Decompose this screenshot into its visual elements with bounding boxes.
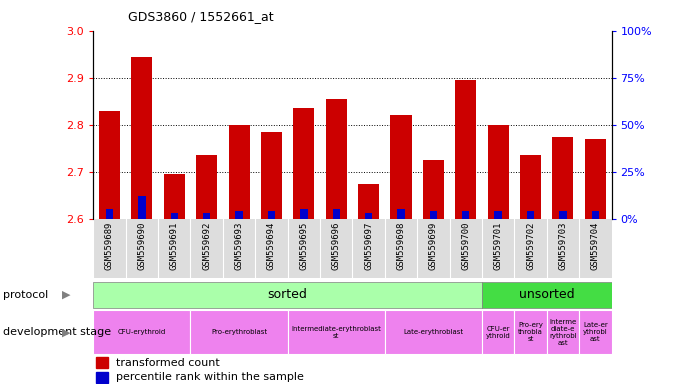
Text: Pro-erythroblast: Pro-erythroblast <box>211 329 267 335</box>
Text: Intermediate-erythroblast
st: Intermediate-erythroblast st <box>292 326 381 339</box>
Bar <box>482 310 514 354</box>
Bar <box>547 310 579 354</box>
Bar <box>96 372 108 382</box>
Bar <box>96 357 108 368</box>
Bar <box>385 310 482 354</box>
Text: Pro-ery
throbla
st: Pro-ery throbla st <box>518 322 543 342</box>
Text: GSM559702: GSM559702 <box>526 222 535 270</box>
Text: GSM559693: GSM559693 <box>234 222 243 270</box>
Bar <box>430 211 437 219</box>
Text: percentile rank within the sample: percentile rank within the sample <box>116 372 304 382</box>
Text: protocol: protocol <box>3 290 48 300</box>
Bar <box>106 210 113 219</box>
Text: transformed count: transformed count <box>116 358 220 368</box>
Text: Interme
diate-e
rythrobl
ast: Interme diate-e rythrobl ast <box>549 319 577 346</box>
Bar <box>229 125 249 219</box>
Bar <box>527 211 534 219</box>
Bar <box>514 310 547 354</box>
Text: GSM559690: GSM559690 <box>138 222 146 270</box>
Text: GSM559695: GSM559695 <box>299 222 308 270</box>
Text: GSM559696: GSM559696 <box>332 222 341 270</box>
Text: GSM559700: GSM559700 <box>462 222 471 270</box>
Text: Late-er
ythrobl
ast: Late-er ythrobl ast <box>583 322 607 342</box>
Bar <box>203 213 210 219</box>
Bar <box>99 111 120 219</box>
Text: development stage: development stage <box>3 327 111 337</box>
Bar <box>559 211 567 219</box>
Bar <box>397 210 405 219</box>
Bar <box>358 184 379 219</box>
Bar <box>462 211 469 219</box>
Text: GSM559697: GSM559697 <box>364 222 373 270</box>
Bar <box>93 282 482 308</box>
Bar <box>293 108 314 219</box>
Bar <box>171 213 178 219</box>
Bar <box>196 156 217 219</box>
Text: GSM559699: GSM559699 <box>429 222 438 270</box>
Text: GSM559698: GSM559698 <box>397 222 406 270</box>
Bar <box>423 160 444 219</box>
Bar <box>455 80 476 219</box>
Bar <box>591 211 599 219</box>
Bar <box>261 132 282 219</box>
Bar <box>585 139 606 219</box>
Text: unsorted: unsorted <box>519 288 574 301</box>
Bar <box>287 310 385 354</box>
Bar <box>495 211 502 219</box>
Bar <box>390 116 412 219</box>
Bar <box>552 137 574 219</box>
Text: sorted: sorted <box>267 288 307 301</box>
Bar <box>138 196 146 219</box>
Bar <box>93 310 191 354</box>
Text: GSM559701: GSM559701 <box>493 222 502 270</box>
Bar <box>131 56 153 219</box>
Text: GSM559691: GSM559691 <box>170 222 179 270</box>
Text: GSM559694: GSM559694 <box>267 222 276 270</box>
Text: Late-erythroblast: Late-erythroblast <box>404 329 464 335</box>
Bar <box>332 210 340 219</box>
Text: GSM559692: GSM559692 <box>202 222 211 270</box>
Text: CFU-erythroid: CFU-erythroid <box>117 329 166 335</box>
Bar <box>365 213 372 219</box>
Bar <box>267 211 275 219</box>
Bar <box>520 156 541 219</box>
Bar <box>488 125 509 219</box>
Bar <box>236 211 243 219</box>
Text: ▶: ▶ <box>62 327 70 337</box>
Bar <box>164 174 184 219</box>
Text: GDS3860 / 1552661_at: GDS3860 / 1552661_at <box>128 10 274 23</box>
Text: ▶: ▶ <box>62 290 70 300</box>
Bar <box>325 99 347 219</box>
Text: GSM559689: GSM559689 <box>105 222 114 270</box>
Text: CFU-er
ythroid: CFU-er ythroid <box>486 326 511 339</box>
Bar <box>191 310 287 354</box>
Bar <box>579 310 612 354</box>
Text: GSM559704: GSM559704 <box>591 222 600 270</box>
Text: GSM559703: GSM559703 <box>558 222 567 270</box>
Bar <box>482 282 612 308</box>
Bar <box>300 210 307 219</box>
